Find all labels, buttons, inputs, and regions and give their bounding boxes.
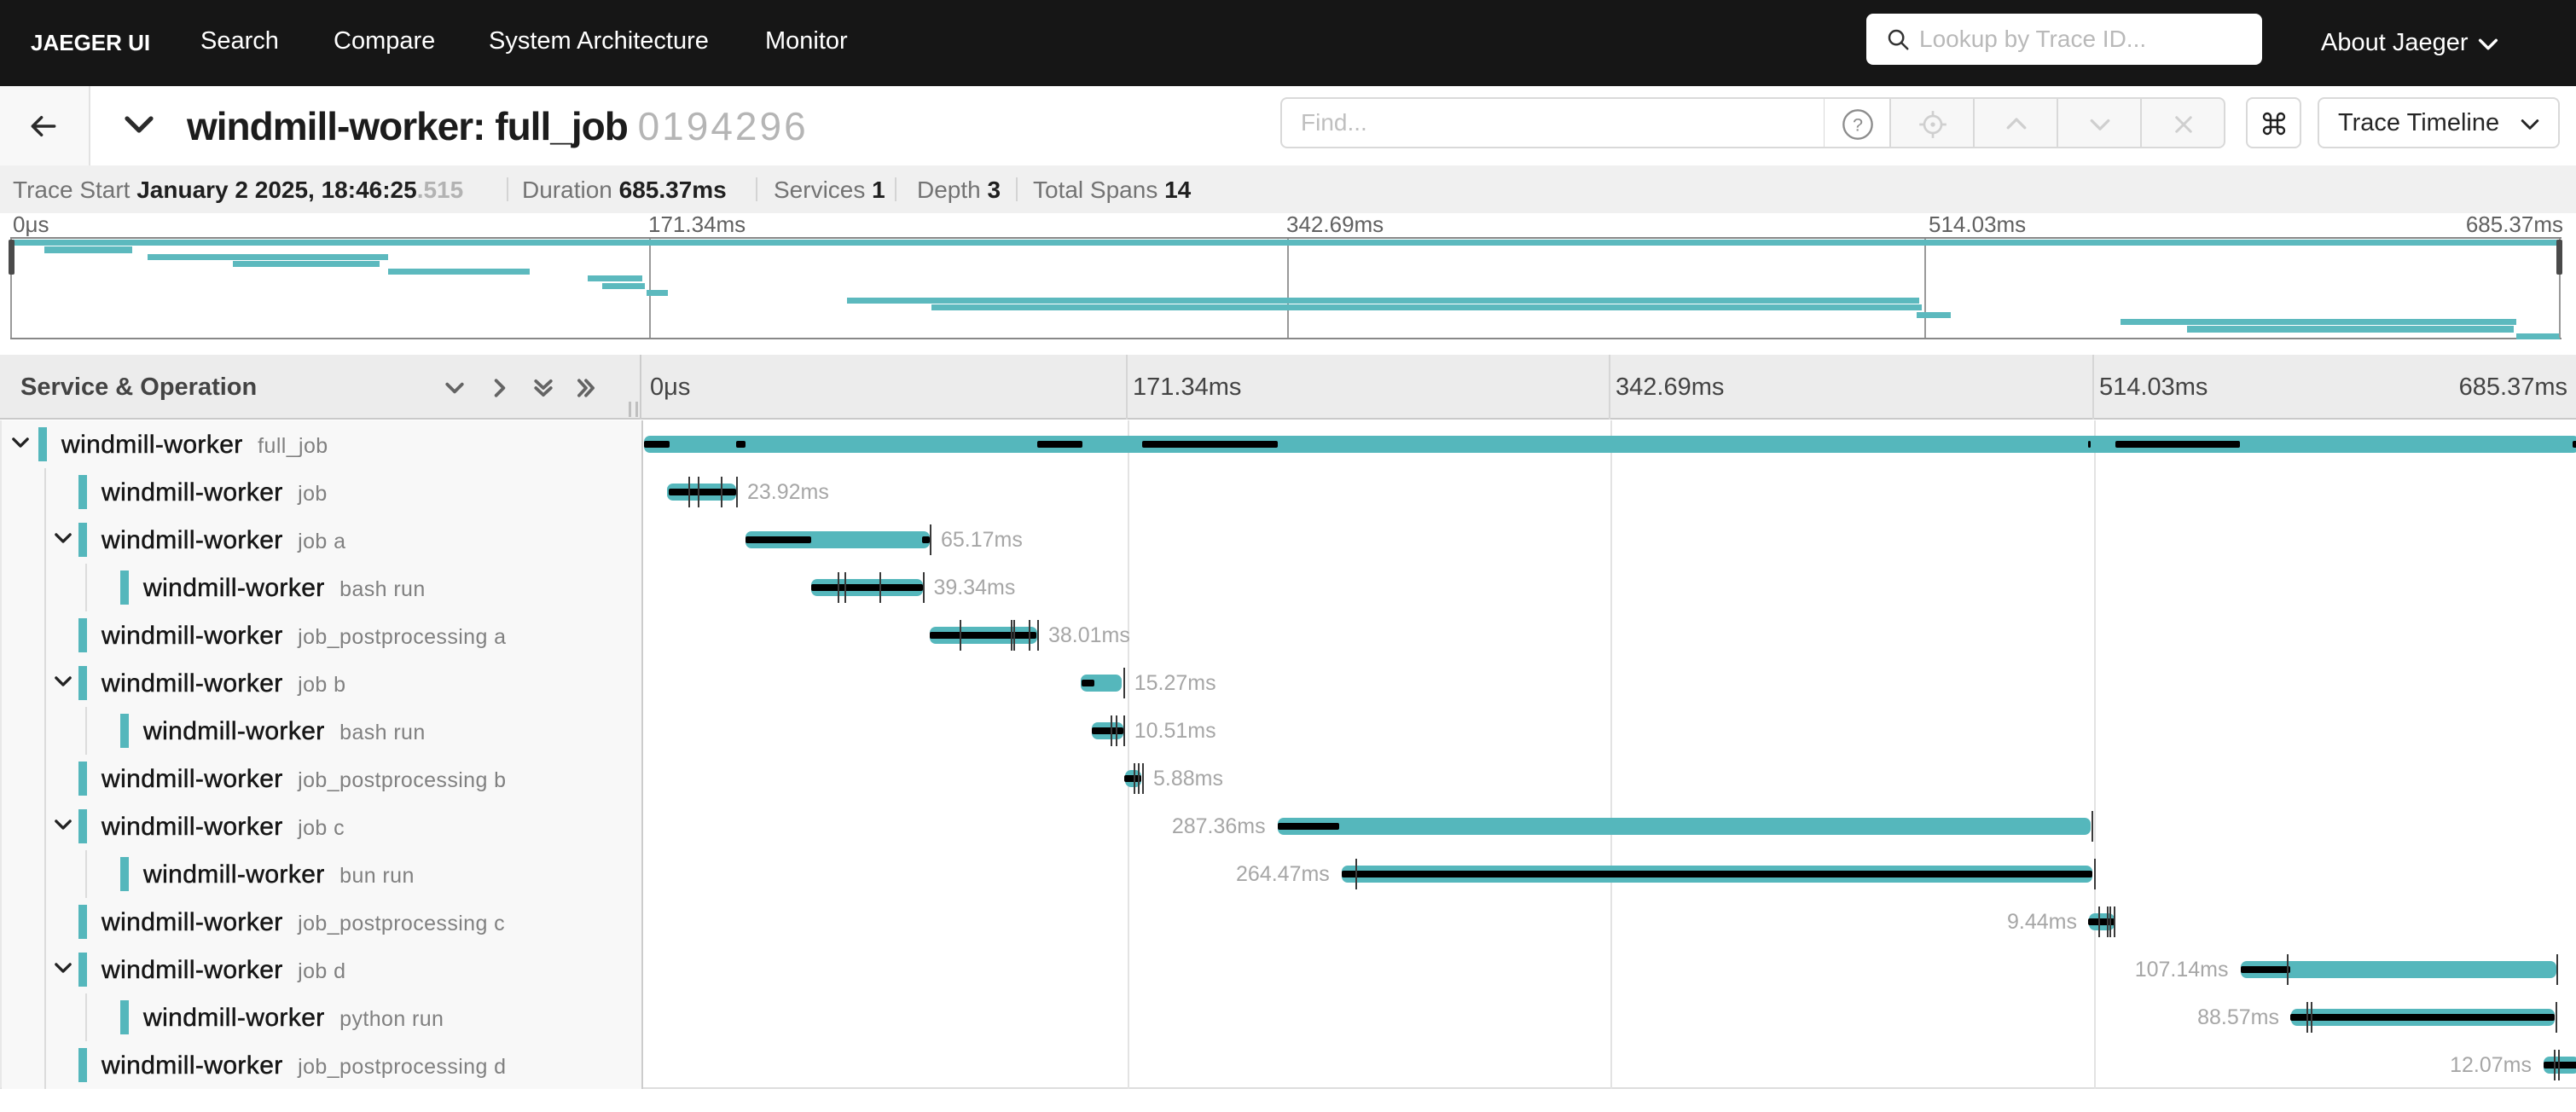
svg-text:?: ? bbox=[1853, 114, 1863, 136]
